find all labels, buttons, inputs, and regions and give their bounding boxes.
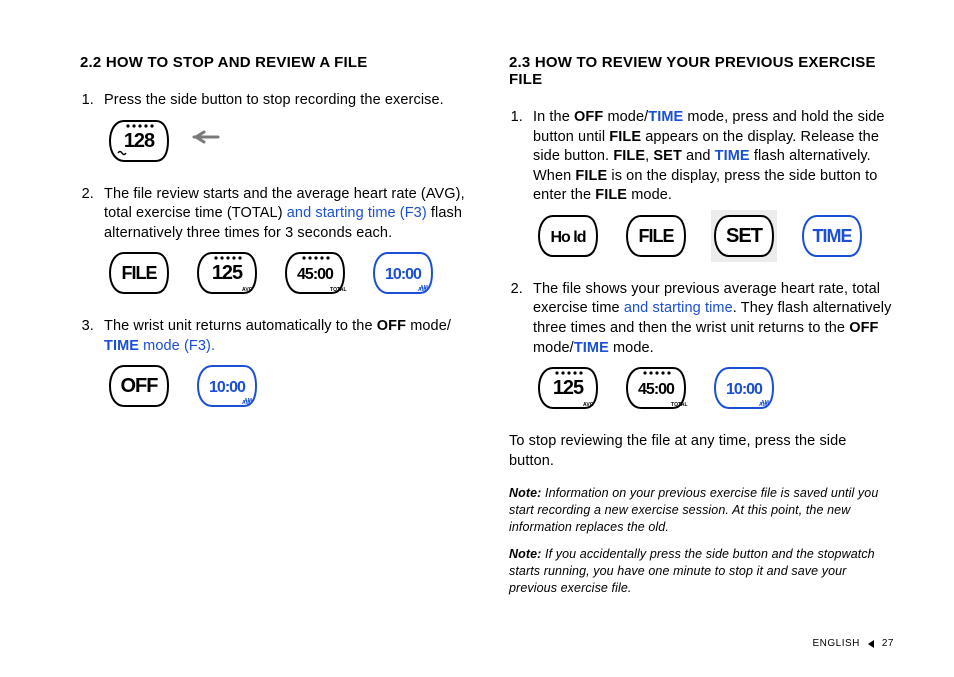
svg-text:TOTAL: TOTAL <box>671 402 688 408</box>
closing-text: To stop reviewing the file at any time, … <box>509 432 894 471</box>
press-arrow-icon <box>192 130 226 151</box>
svg-text:AM: AM <box>761 400 769 406</box>
note-2: Note: If you accidentally press the side… <box>509 546 894 597</box>
left-column: 2.2 HOW TO STOP AND REVIEW A FILE Press … <box>80 54 465 606</box>
svg-text:AVG: AVG <box>242 287 253 293</box>
right-step-1-text: In the OFF mode/TIME mode, press and hol… <box>533 109 885 203</box>
left-heading: 2.2 HOW TO STOP AND REVIEW A FILE <box>80 54 465 71</box>
note-1-text: Information on your previous exercise fi… <box>509 486 878 534</box>
footer-lang: ENGLISH <box>812 638 859 649</box>
note-1: Note: Information on your previous exerc… <box>509 485 894 536</box>
svg-text:TIME: TIME <box>813 226 853 246</box>
right-column: 2.3 HOW TO REVIEW YOUR PREVIOUS EXERCISE… <box>509 54 894 606</box>
left-step-1: Press the side button to stop recording … <box>98 91 465 167</box>
svg-text:10:00: 10:00 <box>385 266 422 283</box>
svg-text:10:00: 10:00 <box>726 381 763 398</box>
svg-text:SET: SET <box>726 225 763 247</box>
footer-triangle-icon <box>868 640 874 648</box>
left-step-2-b: and starting time (F3) <box>287 205 427 221</box>
watch-display: 45:00 TOTAL <box>280 247 350 299</box>
left-fig-row-2: FILE125AVG45:00TOTAL10:00AMAM <box>104 247 465 299</box>
svg-text:OFF: OFF <box>121 375 159 397</box>
right-step-2: The file shows your previous average hea… <box>527 280 894 414</box>
svg-text:128: 128 <box>124 130 155 152</box>
watch-display: OFF <box>104 360 174 412</box>
svg-text:Ho ld: Ho ld <box>551 229 586 246</box>
left-step-3-b: OFF <box>377 318 406 334</box>
watch-display: 125 AVG <box>533 362 603 414</box>
watch-display: 125 AVG <box>192 247 262 299</box>
svg-text:AVG: AVG <box>583 402 594 408</box>
watch-display: 45:00 TOTAL <box>621 362 691 414</box>
left-step-3-e: mode (F3). <box>139 338 215 354</box>
right-step-1: In the OFF mode/TIME mode, press and hol… <box>527 108 894 262</box>
svg-text:AM: AM <box>420 285 428 291</box>
svg-text:FILE: FILE <box>639 226 675 246</box>
svg-text:FILE: FILE <box>122 263 158 283</box>
left-fig-row-3: OFF10:00AMAM <box>104 360 465 412</box>
note-2-label: Note: <box>509 547 541 561</box>
svg-text:125: 125 <box>553 377 584 399</box>
watch-display: 10:00AMAM <box>192 360 262 412</box>
note-2-text: If you accidentally press the side butto… <box>509 547 875 595</box>
right-heading: 2.3 HOW TO REVIEW YOUR PREVIOUS EXERCISE… <box>509 54 894 88</box>
svg-text:TOTAL: TOTAL <box>330 287 347 293</box>
svg-text:45:00: 45:00 <box>297 266 334 283</box>
left-step-3-a: The wrist unit returns automatically to … <box>104 318 377 334</box>
left-step-3-c: mode/ <box>406 318 451 334</box>
right-fig-row-2: 125AVG45:00TOTAL10:00AMAM <box>533 362 894 414</box>
note-1-label: Note: <box>509 486 541 500</box>
left-step-3-d: TIME <box>104 338 139 354</box>
right-step-2-text: The file shows your previous average hea… <box>533 281 891 356</box>
watch-display: Ho ld <box>533 210 603 262</box>
svg-text:AM: AM <box>244 398 252 404</box>
left-step-3: The wrist unit returns automatically to … <box>98 317 465 412</box>
right-fig-row-1: Ho ld FILE SET TIME <box>533 210 894 262</box>
page-footer: ENGLISH 27 <box>812 638 894 649</box>
svg-text:10:00: 10:00 <box>209 379 246 396</box>
watch-display: FILE <box>104 247 174 299</box>
watch-display: 10:00AMAM <box>368 247 438 299</box>
svg-text:125: 125 <box>212 262 243 284</box>
left-step-2: The file review starts and the average h… <box>98 185 465 300</box>
svg-text:45:00: 45:00 <box>638 381 675 398</box>
watch-display: 10:00AMAM <box>709 362 779 414</box>
watch-display: FILE <box>621 210 691 262</box>
left-step-1-text: Press the side button to stop recording … <box>104 92 444 108</box>
footer-page: 27 <box>882 638 894 649</box>
watch-fig-128: 128 <box>104 115 174 167</box>
watch-display: TIME <box>797 210 867 262</box>
watch-display: SET <box>709 210 779 262</box>
